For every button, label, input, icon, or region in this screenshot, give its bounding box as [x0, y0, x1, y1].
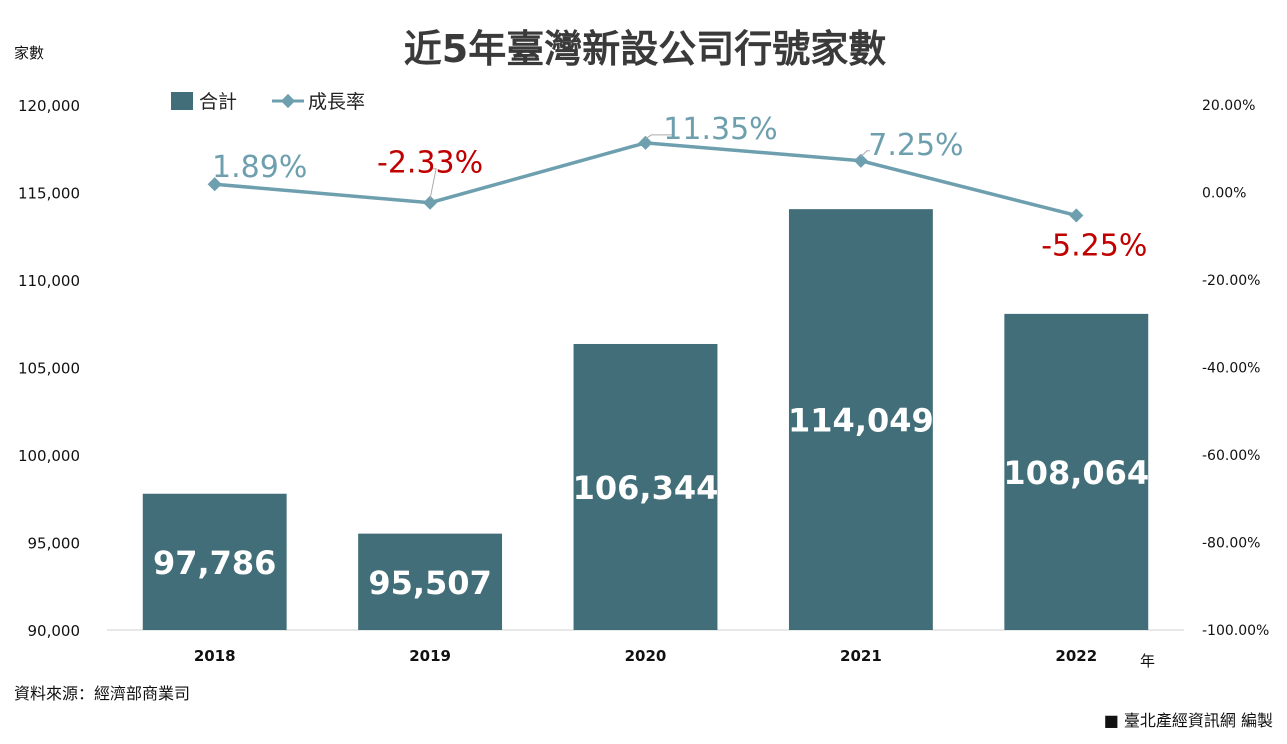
chart-title: 近5年臺灣新設公司行號家數	[404, 27, 886, 71]
label-leader-line	[860, 150, 870, 158]
y-tick-label: 95,000	[28, 535, 81, 553]
y2-tick-label: 20.00%	[1202, 98, 1255, 114]
legend: 合計 成長率	[171, 91, 365, 113]
growth-rate-data-label: -5.25%	[1041, 228, 1147, 263]
legend-line-marker	[280, 93, 296, 109]
bar	[788, 209, 933, 630]
x-tick-label: 2020	[625, 647, 667, 665]
bar	[1004, 313, 1149, 630]
bar	[573, 343, 718, 630]
y-tick-label: 120,000	[18, 97, 80, 115]
growth-rate-point	[853, 153, 868, 168]
y2-tick-label: -60.00%	[1202, 448, 1260, 464]
growth-rate-data-label: 1.89%	[212, 150, 307, 185]
growth-rate-point	[638, 135, 653, 150]
y2-tick-label: 0.00%	[1202, 186, 1246, 202]
y2-tick-label: -40.00%	[1202, 361, 1260, 377]
x-tick-label: 2018	[194, 647, 236, 665]
legend-bar-label: 合計	[199, 91, 237, 113]
x-axis-unit: 年	[1140, 652, 1155, 670]
category-labels: 2018 2019 2020 2021 2022	[194, 647, 1097, 665]
growth-rate-data-label: 7.25%	[868, 128, 963, 163]
y-axis-label: 家數	[14, 44, 44, 62]
legend-bar-swatch	[171, 92, 193, 110]
bar	[142, 493, 287, 630]
bar-data-label: 95,507	[368, 564, 491, 602]
growth-rate-data-label: -2.33%	[377, 146, 483, 181]
y-tick-label: 110,000	[18, 272, 80, 290]
label-leader-line	[645, 134, 675, 140]
bar-data-label: 106,344	[573, 469, 719, 507]
y2-axis-ticks: 20.00% 0.00% -20.00% -40.00% -60.00% -80.00% -…	[1202, 98, 1269, 639]
label-leader-line	[429, 168, 437, 199]
growth-rate-point	[207, 177, 222, 192]
growth-rate-data-label: 11.35%	[663, 112, 777, 147]
bar-series: 97,786 95,507 106,344 114,049 108,064	[142, 209, 1149, 630]
credit-note: ■ 臺北產經資訊網 編製	[1104, 711, 1273, 730]
bar-data-label: 108,064	[1003, 454, 1149, 492]
y-tick-label: 105,000	[18, 360, 80, 378]
y2-tick-label: -80.00%	[1202, 536, 1260, 552]
bar-data-label: 114,049	[788, 402, 934, 440]
y-tick-label: 100,000	[18, 447, 80, 465]
x-tick-label: 2019	[409, 647, 451, 665]
growth-rate-point	[1069, 208, 1084, 223]
y-axis-ticks: 120,000 115,000 110,000 105,000 100,000 95,00…	[18, 97, 80, 640]
bar-data-label: 97,786	[153, 544, 276, 582]
y-tick-label: 115,000	[18, 185, 80, 203]
y-tick-label: 90,000	[28, 622, 81, 640]
growth-rate-point	[423, 195, 438, 210]
y2-tick-label: -20.00%	[1202, 273, 1260, 289]
y2-tick-label: -100.00%	[1202, 623, 1269, 639]
growth-rate-series: 1.89% -2.33% 11.35% 7.25% -5.25%	[207, 112, 1147, 263]
bar	[358, 533, 503, 630]
source-note: 資料來源：經濟部商業司	[14, 684, 190, 703]
x-tick-label: 2022	[1055, 647, 1097, 665]
x-tick-label: 2021	[840, 647, 882, 665]
legend-line-label: 成長率	[308, 91, 365, 113]
